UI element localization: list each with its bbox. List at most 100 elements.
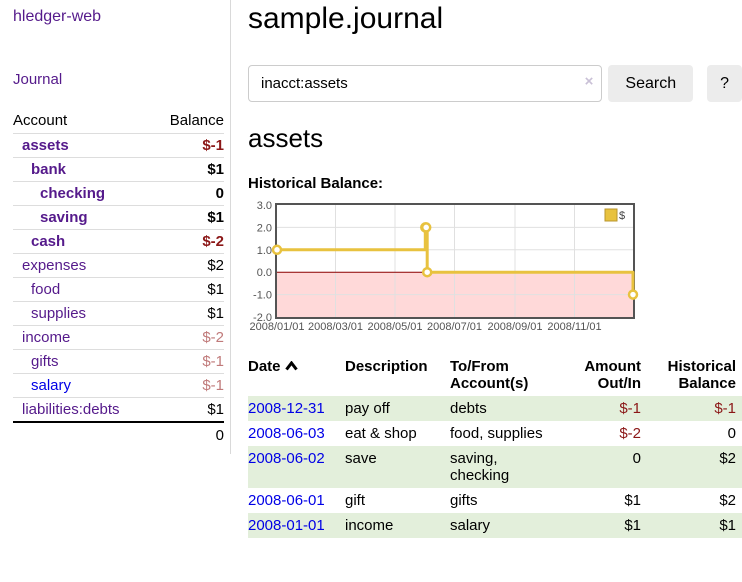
register-table: Date Description To/From Account(s) Amou… — [248, 356, 742, 538]
transaction-date-link[interactable]: 2008-06-03 — [248, 425, 325, 442]
help-button[interactable]: ? — [707, 65, 742, 102]
transaction-amount: $1 — [562, 488, 647, 513]
transaction-accounts: food, supplies — [450, 421, 562, 446]
nav-journal-link[interactable]: Journal — [13, 71, 224, 88]
svg-text:-1.0: -1.0 — [253, 290, 272, 302]
search-input[interactable] — [248, 65, 602, 102]
transaction-date-link[interactable]: 2008-01-01 — [248, 517, 325, 534]
transaction-date-link[interactable]: 2008-06-01 — [248, 492, 325, 509]
register-row: 2008-01-01incomesalary$1$1 — [248, 513, 742, 538]
account-balance: $1 — [153, 278, 224, 302]
data-point — [423, 268, 431, 276]
transaction-accounts: gifts — [450, 488, 562, 513]
account-balance: $1 — [153, 206, 224, 230]
column-tofrom-accounts: To/From Account(s) — [450, 356, 562, 396]
app-window: hledger-web Journal Account Balance asse… — [0, 0, 742, 538]
account-link[interactable]: expenses — [22, 257, 86, 274]
transaction-amount: 0 — [562, 446, 647, 488]
register-row: 2008-06-01 giftgifts$1$2 — [248, 488, 742, 513]
historical-balance-chart: $3.02.01.00.0-1.0-2.02008/01/012008/03/0… — [248, 199, 742, 339]
account-link[interactable]: liabilities:debts — [22, 401, 120, 418]
page-title: sample.journal — [248, 2, 742, 36]
accounts-table: Account Balance assets$-1bank$1checking0… — [13, 109, 224, 448]
transaction-amount: $-1 — [562, 396, 647, 421]
svg-text:2008/09/01: 2008/09/01 — [487, 321, 542, 333]
transaction-amount: $-2 — [562, 421, 647, 446]
svg-text:2008/07/01: 2008/07/01 — [427, 321, 482, 333]
column-date[interactable]: Date — [248, 356, 345, 396]
account-link[interactable]: bank — [31, 161, 66, 178]
account-link[interactable]: supplies — [31, 305, 86, 322]
transaction-description: eat & shop — [345, 421, 450, 446]
account-balance: 0 — [153, 182, 224, 206]
account-row: cash $-2 — [13, 230, 224, 254]
transaction-date-link[interactable]: 2008-06-02 — [248, 450, 325, 467]
account-balance: $-2 — [153, 326, 224, 350]
account-balance: $1 — [153, 302, 224, 326]
account-row: expenses $2 — [13, 254, 224, 278]
sort-ascending-icon — [285, 361, 298, 371]
accounts-total-value: 0 — [153, 422, 224, 448]
account-link[interactable]: cash — [31, 233, 65, 250]
account-row: income $-2 — [13, 326, 224, 350]
account-row: food $1 — [13, 278, 224, 302]
svg-text:2008/03/01: 2008/03/01 — [308, 321, 363, 333]
column-amount-outin: Amount Out/In — [562, 356, 647, 396]
register-row: 2008-12-31pay offdebts$-1$-1 — [248, 396, 742, 421]
account-balance: $-1 — [153, 350, 224, 374]
legend-label: $ — [619, 210, 625, 222]
account-row: salary $-1 — [13, 374, 224, 398]
svg-text:2.0: 2.0 — [257, 222, 272, 234]
accounts-header-balance: Balance — [153, 109, 224, 134]
accounts-total-row: 0 — [13, 422, 224, 448]
transaction-date-link[interactable]: 2008-12-31 — [248, 400, 325, 417]
search-form: × Search ? — [248, 65, 742, 102]
svg-text:0.0: 0.0 — [257, 267, 272, 279]
account-balance: $1 — [153, 398, 224, 423]
account-row: supplies $1 — [13, 302, 224, 326]
data-point — [273, 246, 281, 254]
transaction-description: income — [345, 513, 450, 538]
register-row: 2008-06-03 eat & shopfood, supplies$-20 — [248, 421, 742, 446]
account-row: checking 0 — [13, 182, 224, 206]
transaction-balance: $1 — [647, 513, 742, 538]
account-row: assets$-1 — [13, 134, 224, 158]
main-content: sample.journal × Search ? assets Histori… — [231, 0, 742, 538]
transaction-balance: $2 — [647, 446, 742, 488]
transaction-description: pay off — [345, 396, 450, 421]
account-row: bank $1 — [13, 158, 224, 182]
sidebar: hledger-web Journal Account Balance asse… — [0, 0, 231, 454]
account-link[interactable]: assets — [22, 137, 69, 154]
search-button[interactable]: Search — [608, 65, 693, 102]
account-link[interactable]: food — [31, 281, 60, 298]
transaction-balance: $-1 — [647, 396, 742, 421]
chart-heading: Historical Balance: — [248, 175, 742, 192]
account-balance: $2 — [153, 254, 224, 278]
svg-text:2008/11/01: 2008/11/01 — [547, 321, 601, 333]
data-point — [422, 223, 430, 231]
account-link[interactable]: income — [22, 329, 70, 346]
account-link[interactable]: saving — [40, 209, 88, 226]
transaction-balance: $2 — [647, 488, 742, 513]
transaction-description: gift — [345, 488, 450, 513]
accounts-header-row: Account Balance — [13, 109, 224, 134]
account-link[interactable]: gifts — [31, 353, 59, 370]
account-balance: $-2 — [153, 230, 224, 254]
column-historical-balance: Historical Balance — [647, 356, 742, 396]
brand-link[interactable]: hledger-web — [13, 8, 224, 26]
transaction-accounts: debts — [450, 396, 562, 421]
register-header-row: Date Description To/From Account(s) Amou… — [248, 356, 742, 396]
svg-text:2008/01/01: 2008/01/01 — [249, 321, 304, 333]
column-description: Description — [345, 356, 450, 396]
accounts-header-account: Account — [13, 109, 153, 134]
account-link[interactable]: salary — [31, 377, 71, 394]
account-balance: $-1 — [153, 374, 224, 398]
svg-text:2008/05/01: 2008/05/01 — [367, 321, 422, 333]
search-box: × — [248, 65, 602, 102]
transaction-accounts: salary — [450, 513, 562, 538]
transaction-amount: $1 — [562, 513, 647, 538]
clear-search-icon[interactable]: × — [585, 73, 594, 90]
account-balance: $1 — [153, 158, 224, 182]
transaction-balance: 0 — [647, 421, 742, 446]
account-link[interactable]: checking — [40, 185, 105, 202]
